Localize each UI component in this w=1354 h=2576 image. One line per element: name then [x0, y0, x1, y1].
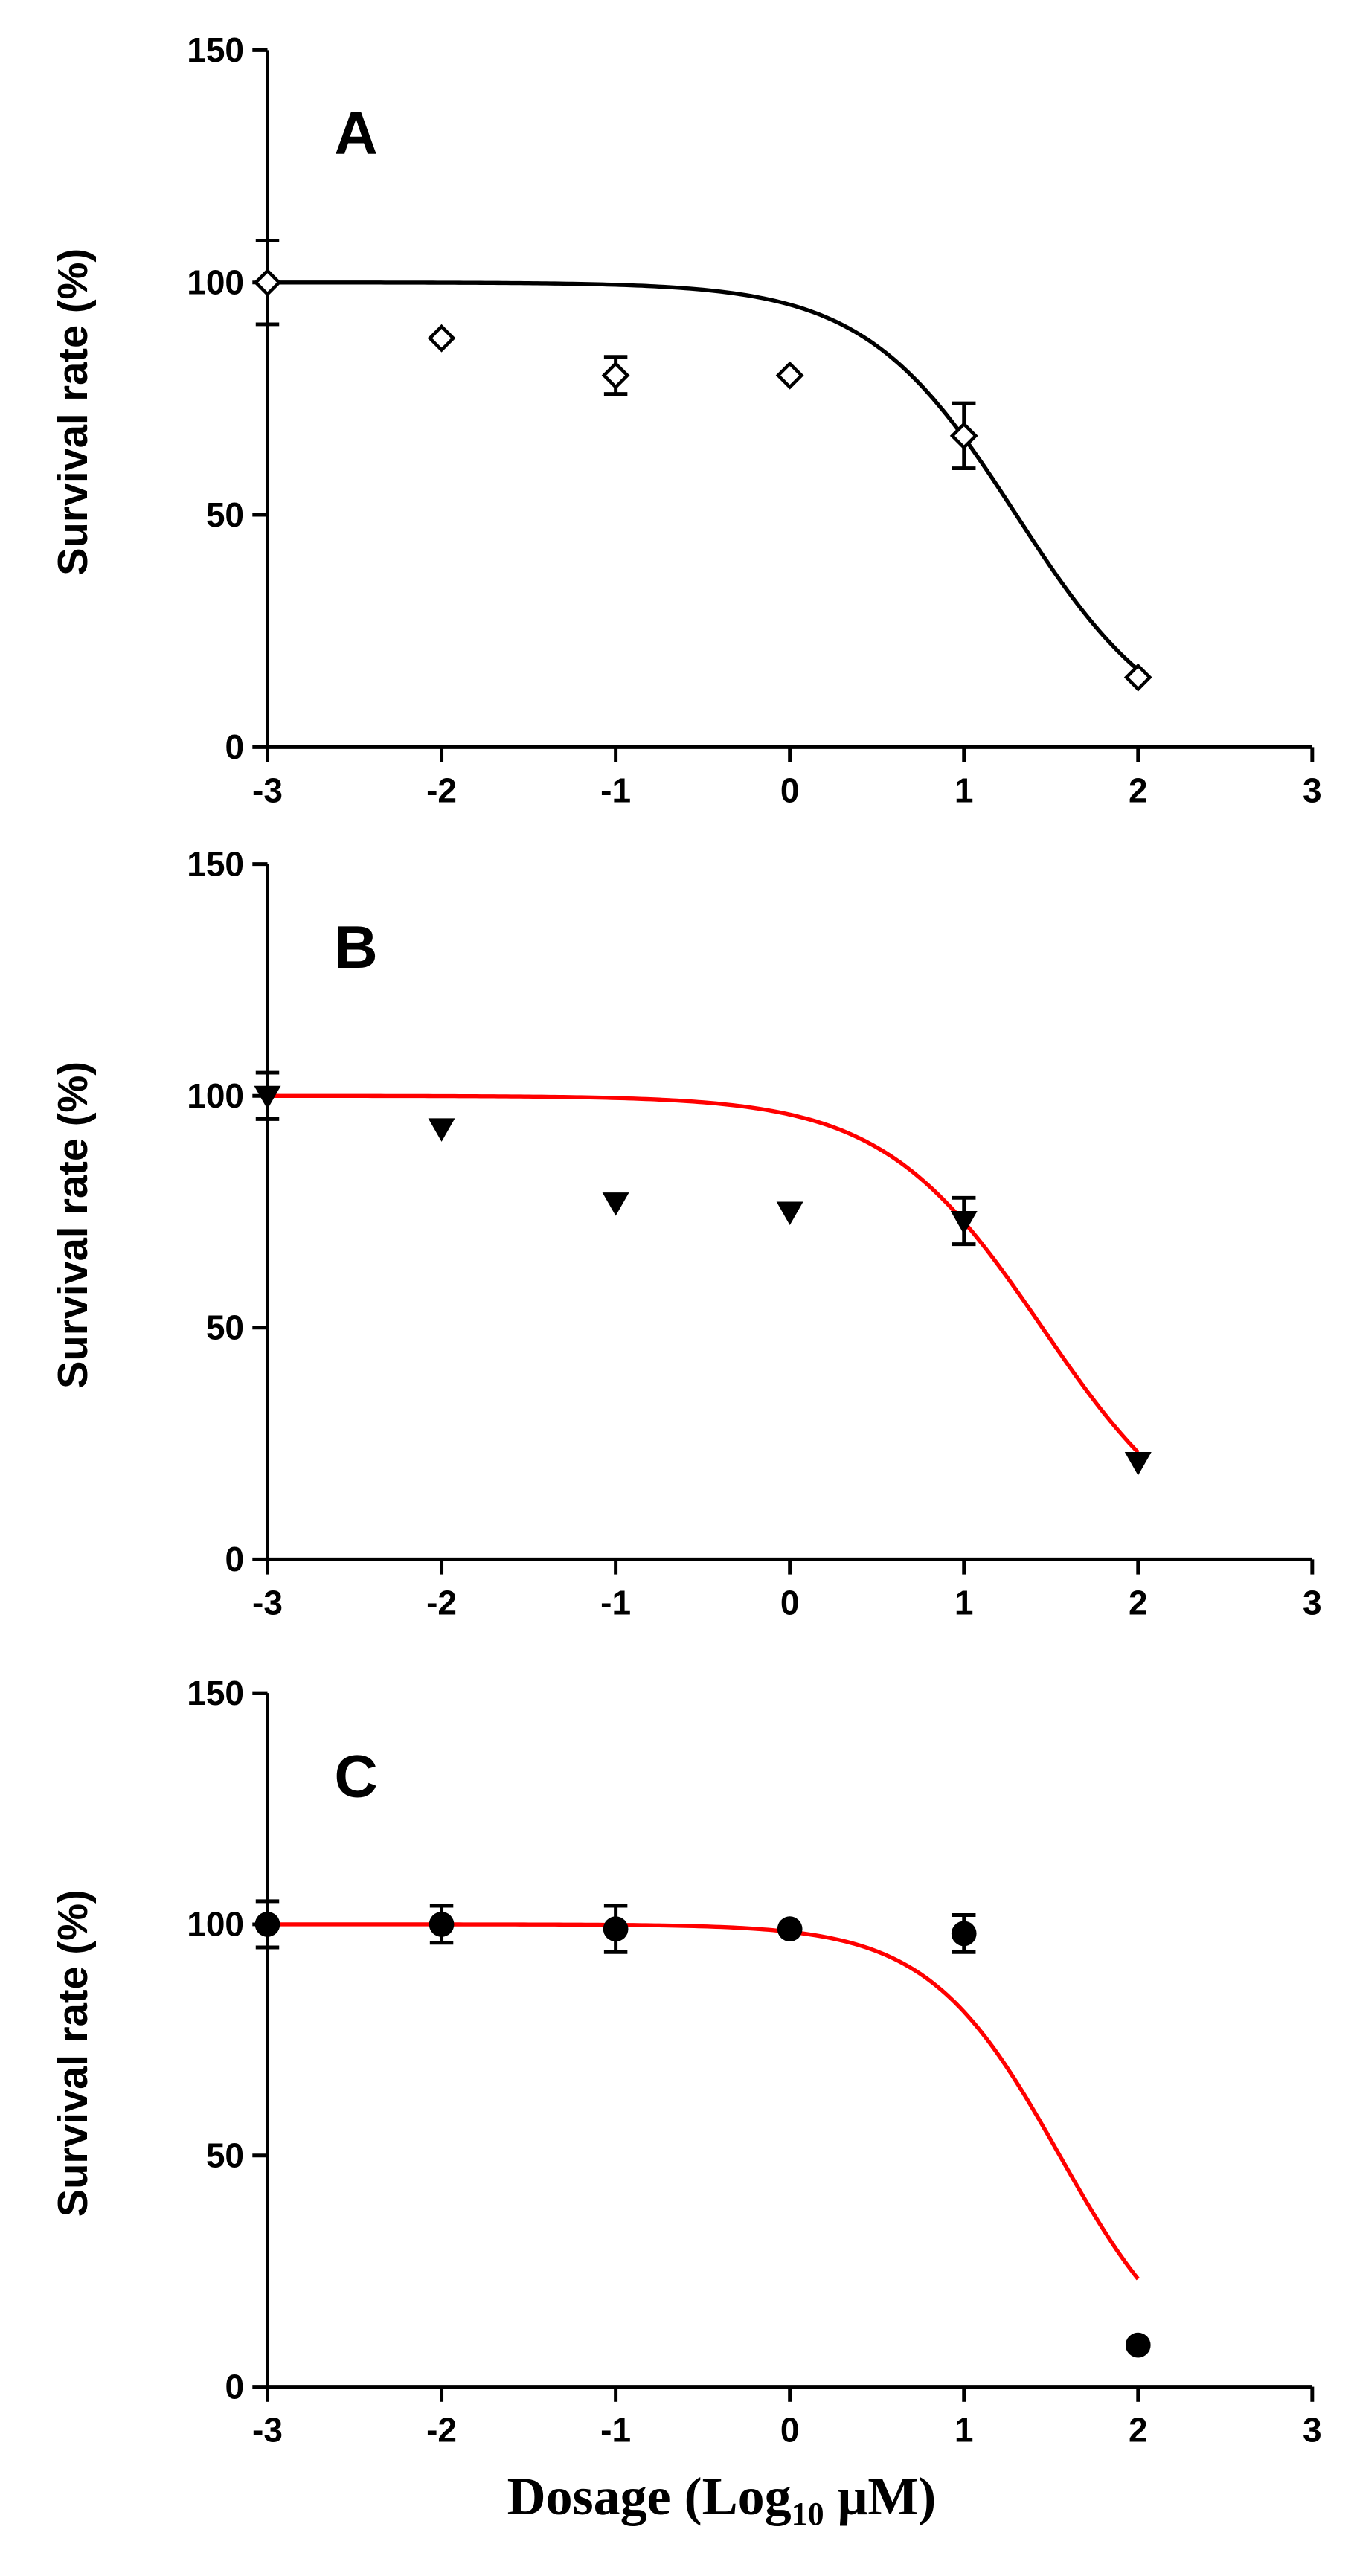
- x-tick-label: -1: [600, 1584, 631, 1622]
- data-point: [254, 1085, 281, 1110]
- x-tick-label: -1: [600, 771, 631, 810]
- y-tick-label: 0: [225, 727, 244, 766]
- panel-label: C: [334, 1743, 377, 1810]
- x-tick-label: 1: [954, 1584, 974, 1622]
- data-point: [1125, 2332, 1151, 2358]
- x-axis-label: Dosage (Log10 μM): [507, 2467, 937, 2532]
- fit-curve: [267, 280, 1140, 672]
- data-point: [601, 361, 630, 390]
- data-point: [602, 1192, 629, 1216]
- x-axis-label-post: μM): [824, 2467, 937, 2526]
- data-point: [254, 1912, 280, 1937]
- data-point: [776, 1201, 803, 1225]
- x-tick-label: -3: [252, 771, 283, 810]
- y-tick-label: 50: [206, 2136, 244, 2174]
- x-tick-label: 0: [780, 771, 800, 810]
- y-tick-label: 0: [225, 1540, 244, 1578]
- data-point: [427, 324, 456, 353]
- x-tick-label: -2: [426, 1584, 457, 1622]
- y-axis-label: Survival rate (%): [49, 248, 96, 576]
- x-axis-label-pre: Dosage (Log: [507, 2467, 792, 2526]
- x-tick-label: -2: [426, 771, 457, 810]
- data-point: [777, 1916, 803, 1942]
- x-tick-label: 2: [1129, 1584, 1148, 1622]
- x-tick-label: -3: [252, 2411, 283, 2450]
- data-point: [775, 361, 804, 390]
- x-tick-label: 0: [780, 1584, 800, 1622]
- y-tick-label: 150: [187, 1674, 244, 1712]
- x-tick-label: 2: [1129, 2411, 1148, 2450]
- x-tick-label: 1: [954, 2411, 974, 2450]
- y-axis-label: Survival rate (%): [49, 1889, 96, 2217]
- y-tick-label: 150: [187, 844, 244, 883]
- x-tick-label: -1: [600, 2411, 631, 2450]
- y-tick-label: 50: [206, 1308, 244, 1347]
- data-point: [253, 268, 282, 297]
- x-tick-label: 3: [1303, 771, 1322, 810]
- data-point: [603, 1916, 629, 1942]
- x-tick-label: 3: [1303, 2411, 1322, 2450]
- panel-label: B: [334, 914, 377, 981]
- x-tick-label: 1: [954, 771, 974, 810]
- y-tick-label: 100: [187, 263, 244, 301]
- x-tick-label: 3: [1303, 1584, 1322, 1622]
- x-tick-label: 2: [1129, 771, 1148, 810]
- x-tick-label: 0: [780, 2411, 800, 2450]
- fit-curve: [267, 1922, 1140, 2281]
- data-point: [428, 1118, 455, 1142]
- fit-curve: [267, 1093, 1140, 1454]
- panel-b: 0 50 100 150 -3 -2 -1 0 1 2 3 Survival rate (%) B: [49, 844, 1322, 1622]
- panel-a: 0 50 100 150 -3 -2 -1 0 1 2 3 Survival rate (%) A: [49, 30, 1322, 809]
- data-point: [1123, 663, 1152, 692]
- x-tick-label: -2: [426, 2411, 457, 2450]
- data-point: [950, 1210, 978, 1235]
- data-point: [949, 421, 978, 450]
- y-tick-label: 150: [187, 30, 244, 69]
- data-point: [951, 1921, 977, 1947]
- y-tick-label: 100: [187, 1905, 244, 1944]
- x-axis-label-sub: 10: [792, 2496, 824, 2532]
- panel-label: A: [334, 100, 377, 167]
- x-tick-label: -3: [252, 1584, 283, 1622]
- y-tick-label: 0: [225, 2367, 244, 2406]
- data-point: [429, 1912, 455, 1937]
- data-point: [1124, 1452, 1152, 1476]
- y-tick-label: 50: [206, 495, 244, 534]
- y-tick-label: 100: [187, 1076, 244, 1115]
- panel-c: 0 50 100 150 -3 -2 -1 0 1 2 3 Survival rate (%) C: [49, 1674, 1322, 2450]
- y-axis-label: Survival rate (%): [49, 1061, 96, 1389]
